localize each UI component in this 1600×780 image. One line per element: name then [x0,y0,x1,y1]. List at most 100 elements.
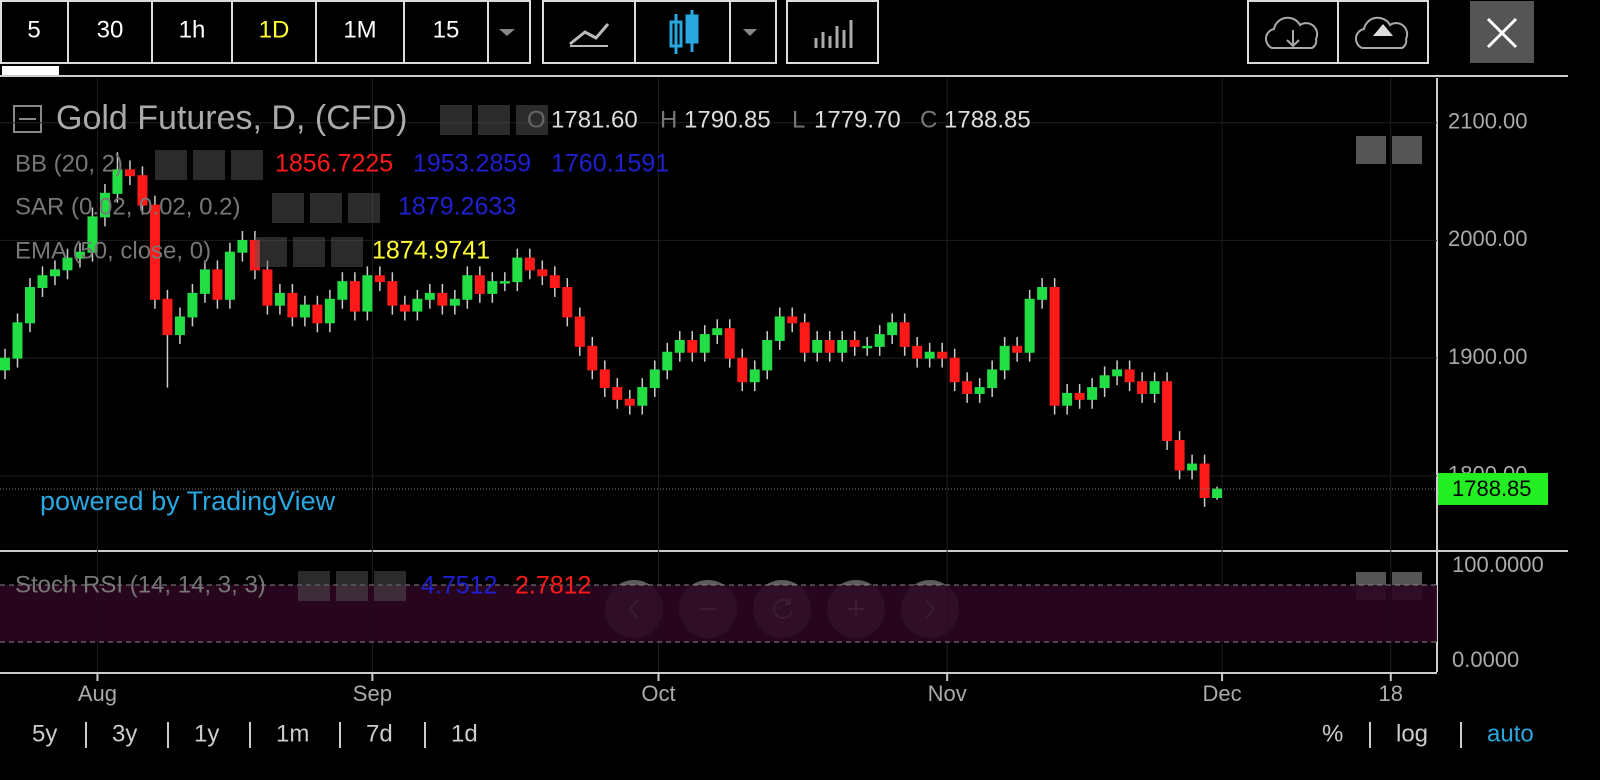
candle-body [449,298,460,306]
candle-body [924,351,935,359]
cloud-download-icon[interactable] [1264,16,1319,49]
candle-body [99,192,110,218]
candle-body [662,351,673,371]
candle-body [987,369,998,389]
interval-button[interactable]: 30 [97,16,124,43]
ohlc-value: 1781.60 [551,106,638,133]
line-chart-icon [569,23,610,46]
y-tick-label: 2000.00 [1448,226,1528,251]
candle-body [324,298,335,324]
chart-type-group[interactable] [542,0,777,64]
x-tick-label: Dec [1203,681,1242,706]
candle-body [1049,287,1060,406]
indicator-icon[interactable] [293,237,325,267]
candle-body [137,175,148,206]
candle-body [237,239,248,253]
watermark: powered by TradingView [40,486,336,516]
indicator-icon[interactable] [336,571,368,601]
stoch-band [0,585,1437,642]
candle-body [1012,345,1023,353]
indicator-icon[interactable] [272,193,304,223]
candle-body [12,322,23,359]
candle-body [1112,369,1123,377]
last-price-tag [1438,472,1548,505]
indicator-value: 1953.2859 [413,150,531,178]
candle-body [899,322,910,347]
indicator-name: EMA (50, close, 0) [15,237,211,264]
candle-body [862,345,873,349]
toolbar-icons [499,0,1534,64]
range-button[interactable]: 7d [366,720,393,747]
candle-body [624,398,635,406]
candle-body [1062,392,1073,406]
interval-button[interactable]: 1M [343,16,376,43]
ohlc-value: 1790.85 [684,106,771,133]
scale-button[interactable]: log [1396,720,1428,747]
interval-button[interactable]: 1h [179,16,206,43]
interval-button[interactable]: 5 [27,16,40,43]
candle-body [562,287,573,318]
candle-body [387,281,398,306]
indicator-icon[interactable] [155,150,187,180]
indicator-name: SAR (0.02, 0.02, 0.2) [15,193,240,220]
x-tick-label: 18 [1379,681,1403,706]
candle-body [287,292,298,318]
candle-body [187,292,198,318]
candle-body [487,281,498,294]
x-tick-label: Nov [928,681,967,706]
candle-body [1187,463,1198,471]
range-button[interactable]: 1m [276,720,309,747]
interval-button[interactable]: 15 [433,16,460,43]
candle-body [1074,392,1085,400]
indicator-icon[interactable] [310,193,342,223]
interval-group [0,0,531,64]
candle-body [1099,375,1110,389]
candle-body [937,351,948,359]
indicator-icon[interactable] [231,150,263,180]
range-button[interactable]: 1y [194,720,219,747]
candle-body [762,339,773,371]
candle-body [549,275,560,289]
cloud-upload-icon[interactable] [1354,16,1409,49]
range-button[interactable]: 1d [451,720,478,747]
candle-body [374,275,385,283]
interval-button[interactable]: 1D [259,16,290,43]
ohlc-key: L [792,106,805,133]
candle-body [24,287,35,324]
range-button[interactable]: 3y [112,720,137,747]
candle-body [174,316,185,336]
candle-icon [669,10,699,54]
indicator-icon[interactable] [348,193,380,223]
range-button[interactable]: 5y [32,720,57,747]
candle-body [199,269,210,294]
indicator-value: 1874.9741 [372,237,490,265]
indicator-icon[interactable] [374,571,406,601]
indicator-icon[interactable] [298,571,330,601]
indicator-icon[interactable] [478,105,510,135]
candle-body [1137,381,1148,394]
candle-body [212,269,223,300]
ohlc-value: 1779.70 [814,106,901,133]
candle-body [699,334,710,353]
candle-body [637,387,648,406]
scale-button[interactable]: % [1322,720,1343,747]
indicator-icon[interactable] [440,105,472,135]
candle-body [312,304,323,324]
candle-body [774,316,785,341]
candle-body [424,292,435,300]
candle-body [674,339,685,353]
y-tick-label: 2100.00 [1448,109,1528,134]
indicator-icon[interactable] [255,237,287,267]
indicator-icon[interactable] [331,237,363,267]
candle-body [587,345,598,371]
indicator-icon[interactable] [193,150,225,180]
scale-button[interactable]: auto [1487,720,1534,747]
indicators-button[interactable] [786,0,879,64]
candle-body [337,281,348,300]
candle-body [912,345,923,359]
indicator-value: 2.7812 [515,572,591,600]
candle-body [1037,287,1048,300]
indicator-icon[interactable] [516,105,548,135]
y-tick-label: 1900.00 [1448,344,1528,369]
candle-body [149,204,160,300]
